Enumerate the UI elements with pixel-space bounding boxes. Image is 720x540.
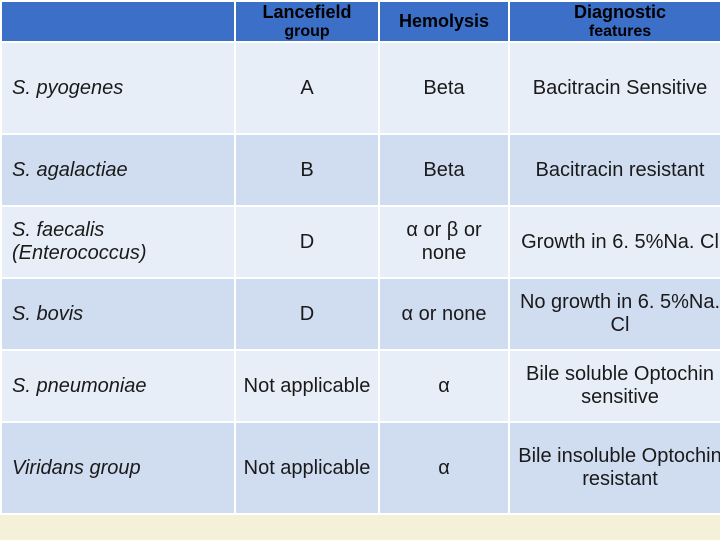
cell-diag: No growth in 6. 5%Na. Cl (509, 278, 720, 350)
cell-group: Not applicable (235, 422, 379, 514)
cell-species: Viridans group (1, 422, 235, 514)
cell-species: S. agalactiae (1, 134, 235, 206)
cell-diag: Bacitracin resistant (509, 134, 720, 206)
table-row: S. bovisDα or noneNo growth in 6. 5%Na. … (1, 278, 720, 350)
cell-group: D (235, 206, 379, 278)
cell-hemolysis: Beta (379, 42, 509, 134)
cell-hemolysis: Beta (379, 134, 509, 206)
cell-group: A (235, 42, 379, 134)
header-group: Lancefield group (235, 1, 379, 42)
cell-species: S. pneumoniae (1, 350, 235, 422)
cell-hemolysis: α or β or none (379, 206, 509, 278)
header-diag-top: Diagnostic (510, 2, 720, 23)
cell-diag: Bile soluble Optochin sensitive (509, 350, 720, 422)
header-group-sub: group (236, 23, 378, 41)
cell-hemolysis: α (379, 422, 509, 514)
header-hemolysis: Hemolysis (379, 1, 509, 42)
table-row: S. agalactiaeBBetaBacitracin resistant (1, 134, 720, 206)
cell-hemolysis: α (379, 350, 509, 422)
table-row: Viridans groupNot applicableαBile insolu… (1, 422, 720, 514)
cell-diag: Growth in 6. 5%Na. Cl (509, 206, 720, 278)
header-diag-sub: features (510, 23, 720, 41)
cell-hemolysis: α or none (379, 278, 509, 350)
cell-diag: Bacitracin Sensitive (509, 42, 720, 134)
cell-species: S. faecalis (Enterococcus) (1, 206, 235, 278)
header-group-top: Lancefield (236, 2, 378, 23)
cell-species: S. bovis (1, 278, 235, 350)
header-species (1, 1, 235, 42)
header-diag: Diagnostic features (509, 1, 720, 42)
cell-species: S. pyogenes (1, 42, 235, 134)
cell-group: D (235, 278, 379, 350)
table-row: S. pyogenesABetaBacitracin Sensitive (1, 42, 720, 134)
table-row: S. pneumoniaeNot applicableαBile soluble… (1, 350, 720, 422)
table-body: S. pyogenesABetaBacitracin SensitiveS. a… (1, 42, 720, 514)
table-row: S. faecalis (Enterococcus)Dα or β or non… (1, 206, 720, 278)
header-row: Lancefield group Hemolysis Diagnostic fe… (1, 1, 720, 42)
cell-diag: Bile insoluble Optochin resistant (509, 422, 720, 514)
cell-group: B (235, 134, 379, 206)
cell-group: Not applicable (235, 350, 379, 422)
strep-table: Lancefield group Hemolysis Diagnostic fe… (0, 0, 720, 515)
